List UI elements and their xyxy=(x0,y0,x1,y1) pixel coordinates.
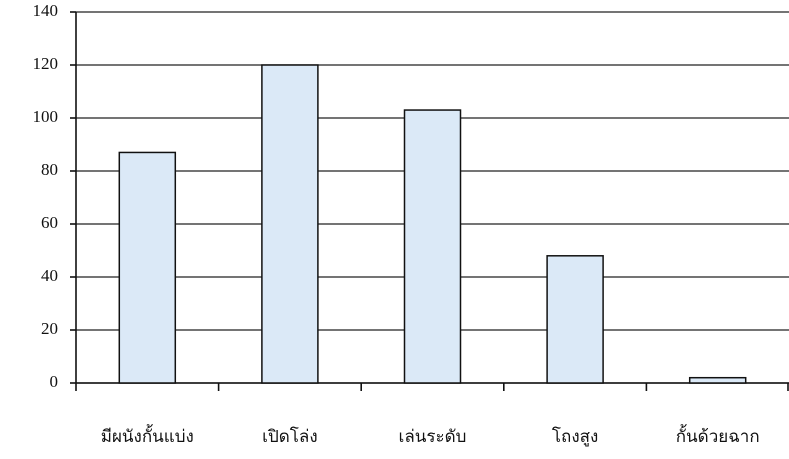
x-tick-label: กั้นด้วยฉาก xyxy=(676,424,760,446)
y-tick-label: 0 xyxy=(50,372,59,391)
y-tick-label: 80 xyxy=(41,160,58,179)
y-tick-label: 140 xyxy=(33,1,59,20)
y-tick-label: 20 xyxy=(41,319,58,338)
y-tick-label: 120 xyxy=(33,54,59,73)
x-tick-label: เล่นระดับ xyxy=(399,427,467,446)
bar xyxy=(546,255,604,384)
x-tick-label: โถงสูง xyxy=(552,426,598,447)
x-tick-label: มีผนังกั้นแบ่ง xyxy=(101,424,194,446)
bar xyxy=(118,151,177,384)
bar xyxy=(261,64,319,384)
y-tick-label: 40 xyxy=(41,266,58,285)
x-tick-label: เปิดโล่ง xyxy=(262,426,318,446)
y-tick-label: 100 xyxy=(33,107,59,126)
bar xyxy=(688,376,747,384)
y-tick-label: 60 xyxy=(41,213,58,232)
bar xyxy=(403,109,462,384)
